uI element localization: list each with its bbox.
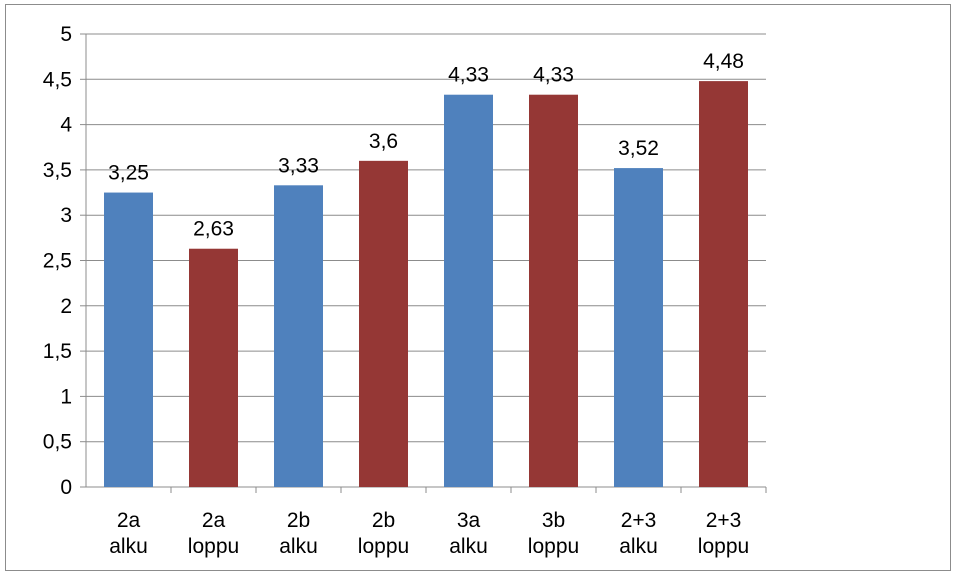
data-label: 3,25 bbox=[108, 162, 149, 185]
y-tick-label: 1,5 bbox=[43, 340, 72, 363]
category-label: 2a bbox=[202, 509, 226, 532]
y-tick-label: 4 bbox=[60, 114, 72, 137]
bar bbox=[104, 192, 153, 488]
data-label: 4,33 bbox=[533, 64, 574, 87]
category-label: 2+3 bbox=[621, 509, 657, 532]
bar bbox=[274, 185, 323, 487]
data-label: 3,33 bbox=[278, 154, 319, 177]
y-tick-label: 4,5 bbox=[43, 68, 72, 91]
category-label: 2b bbox=[287, 509, 310, 532]
category-label: 2a bbox=[117, 509, 141, 532]
data-label: 3,52 bbox=[618, 137, 659, 160]
data-label: 4,48 bbox=[703, 50, 744, 73]
bar bbox=[189, 248, 238, 487]
data-label: 4,33 bbox=[448, 64, 489, 87]
y-tick-label: 1 bbox=[60, 385, 72, 408]
category-label: loppu bbox=[528, 535, 579, 558]
y-tick-label: 3,5 bbox=[43, 159, 72, 182]
y-tick-label: 0 bbox=[60, 476, 72, 499]
y-tick-label: 5 bbox=[60, 23, 72, 46]
category-label: alku bbox=[449, 535, 488, 558]
y-tick-label: 2,5 bbox=[43, 250, 72, 273]
y-tick-label: 3 bbox=[60, 204, 72, 227]
y-tick-label: 2 bbox=[60, 295, 72, 318]
category-label: 3a bbox=[457, 509, 481, 532]
category-label: 3b bbox=[542, 509, 565, 532]
category-label: alku bbox=[109, 535, 148, 558]
bar bbox=[529, 94, 578, 488]
category-label: alku bbox=[279, 535, 318, 558]
bar bbox=[359, 160, 408, 487]
category-label: loppu bbox=[188, 535, 239, 558]
category-label: alku bbox=[619, 535, 658, 558]
category-label: loppu bbox=[698, 535, 749, 558]
bar bbox=[444, 94, 493, 488]
bar bbox=[614, 168, 663, 487]
data-label: 2,63 bbox=[193, 218, 234, 241]
data-label: 3,6 bbox=[369, 130, 398, 153]
bar bbox=[699, 81, 748, 487]
category-label: loppu bbox=[358, 535, 409, 558]
category-label: 2+3 bbox=[706, 509, 742, 532]
category-label: 2b bbox=[372, 509, 395, 532]
y-tick-label: 0,5 bbox=[43, 431, 72, 454]
